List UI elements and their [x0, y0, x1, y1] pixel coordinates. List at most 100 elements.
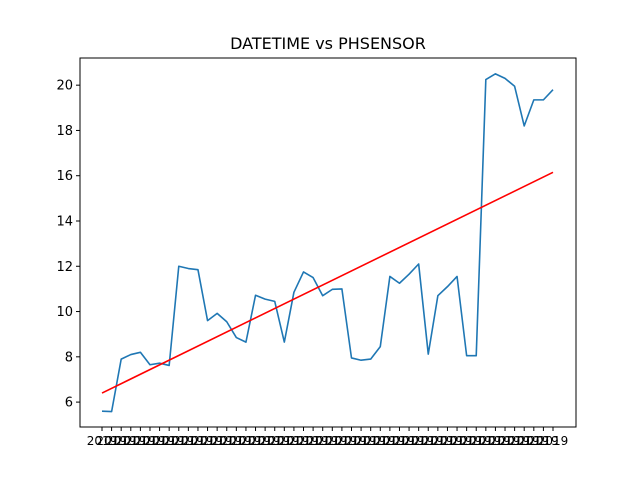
data-point	[169, 365, 170, 366]
data-point	[552, 89, 553, 90]
data-point	[341, 288, 342, 289]
data-point	[159, 363, 160, 364]
x-tick-label: 2019	[375, 434, 406, 448]
data-point	[274, 301, 275, 302]
data-point	[284, 342, 285, 343]
trend-line	[101, 171, 554, 394]
data-point	[245, 342, 246, 343]
data-point	[322, 295, 323, 296]
data-point	[437, 295, 438, 296]
data-point	[236, 337, 237, 338]
data-point	[217, 313, 218, 314]
data-point	[476, 355, 477, 356]
data-point	[495, 73, 496, 74]
x-tick-label: 2019	[154, 434, 185, 448]
y-tick-label: 6	[65, 396, 73, 411]
x-tick-label: 2019	[384, 434, 415, 448]
data-point	[111, 411, 112, 412]
y-tick-label: 20	[56, 79, 73, 94]
x-tick-label: 2019	[346, 434, 377, 448]
x-tick-label: 2019	[365, 434, 396, 448]
data-point	[265, 298, 266, 299]
x-tick-label: 2019	[173, 434, 204, 448]
x-tick-label: 2019	[432, 434, 463, 448]
x-tick-label: 2019	[413, 434, 444, 448]
x-tick-label: 2019	[461, 434, 492, 448]
y-tick-label: 14	[56, 214, 73, 229]
data-point	[303, 271, 304, 272]
data-point	[514, 86, 515, 87]
data-point	[121, 358, 122, 359]
plot-area: 6810121416182020192019201920192019201920…	[56, 57, 577, 448]
data-point	[130, 354, 131, 355]
x-tick-label: 2019	[250, 434, 281, 448]
data-point	[543, 99, 544, 100]
x-tick-label: 2019	[288, 434, 319, 448]
y-tick-label: 12	[56, 260, 73, 275]
data-point	[389, 276, 390, 277]
x-tick-label: 2019	[183, 434, 214, 448]
x-tick-label: 2019	[394, 434, 425, 448]
x-tick-label: 2019	[480, 434, 511, 448]
x-tick-label: 2019	[163, 434, 194, 448]
data-point	[313, 277, 314, 278]
data-point	[360, 360, 361, 361]
x-tick-label: 2019	[211, 434, 242, 448]
x-tick-label: 2019	[144, 434, 175, 448]
x-tick-label: 2019	[231, 434, 262, 448]
data-point	[533, 99, 534, 100]
x-tick-label: 2019	[336, 434, 367, 448]
y-tick-label: 10	[56, 305, 73, 320]
x-tick-label: 2019	[221, 434, 252, 448]
x-tick-label: 2019	[423, 434, 454, 448]
data-point	[293, 292, 294, 293]
x-tick-label: 2019	[490, 434, 521, 448]
data-point	[101, 411, 102, 412]
x-tick-label: 2019	[116, 434, 147, 448]
chart-title: DATETIME vs PHSENSOR	[230, 34, 426, 53]
x-tick-label: 2019	[279, 434, 310, 448]
x-tick-label: 2019	[192, 434, 223, 448]
x-tick-label: 2019	[509, 434, 540, 448]
data-point	[456, 276, 457, 277]
x-tick-label: 2019	[528, 434, 559, 448]
x-tick-label: 2019	[259, 434, 290, 448]
data-point	[380, 346, 381, 347]
data-point	[351, 357, 352, 358]
x-tick-label: 2019	[327, 434, 358, 448]
y-tick-label: 16	[56, 169, 73, 184]
data-point	[399, 283, 400, 284]
data-point	[418, 263, 419, 264]
x-tick-label: 2019	[240, 434, 271, 448]
data-point	[255, 295, 256, 296]
data-point	[332, 289, 333, 290]
y-tick-label: 18	[56, 124, 73, 139]
data-point	[504, 78, 505, 79]
data-point	[428, 354, 429, 355]
x-tick-label: 2019	[471, 434, 502, 448]
x-tick-label: 2019	[451, 434, 482, 448]
data-point	[207, 320, 208, 321]
data-point	[408, 274, 409, 275]
data-point	[140, 352, 141, 353]
x-tick-label: 2019	[442, 434, 473, 448]
x-tick-label: 2019	[298, 434, 329, 448]
x-tick-label: 2019	[96, 434, 127, 448]
x-tick-label: 2019	[499, 434, 530, 448]
x-tick-label: 2019	[355, 434, 386, 448]
data-point	[447, 286, 448, 287]
axes-frame	[79, 57, 577, 428]
x-tick-label: 2019	[87, 434, 118, 448]
data-point	[466, 355, 467, 356]
x-tick-label: 2019	[307, 434, 338, 448]
data-point	[178, 266, 179, 267]
x-tick-label: 2019	[519, 434, 550, 448]
x-tick-label: 2019	[106, 434, 137, 448]
data-point	[370, 358, 371, 359]
x-tick-label: 2019	[135, 434, 166, 448]
x-tick-label: 2019	[202, 434, 233, 448]
x-tick-label: 2019	[125, 434, 156, 448]
data-point	[226, 321, 227, 322]
